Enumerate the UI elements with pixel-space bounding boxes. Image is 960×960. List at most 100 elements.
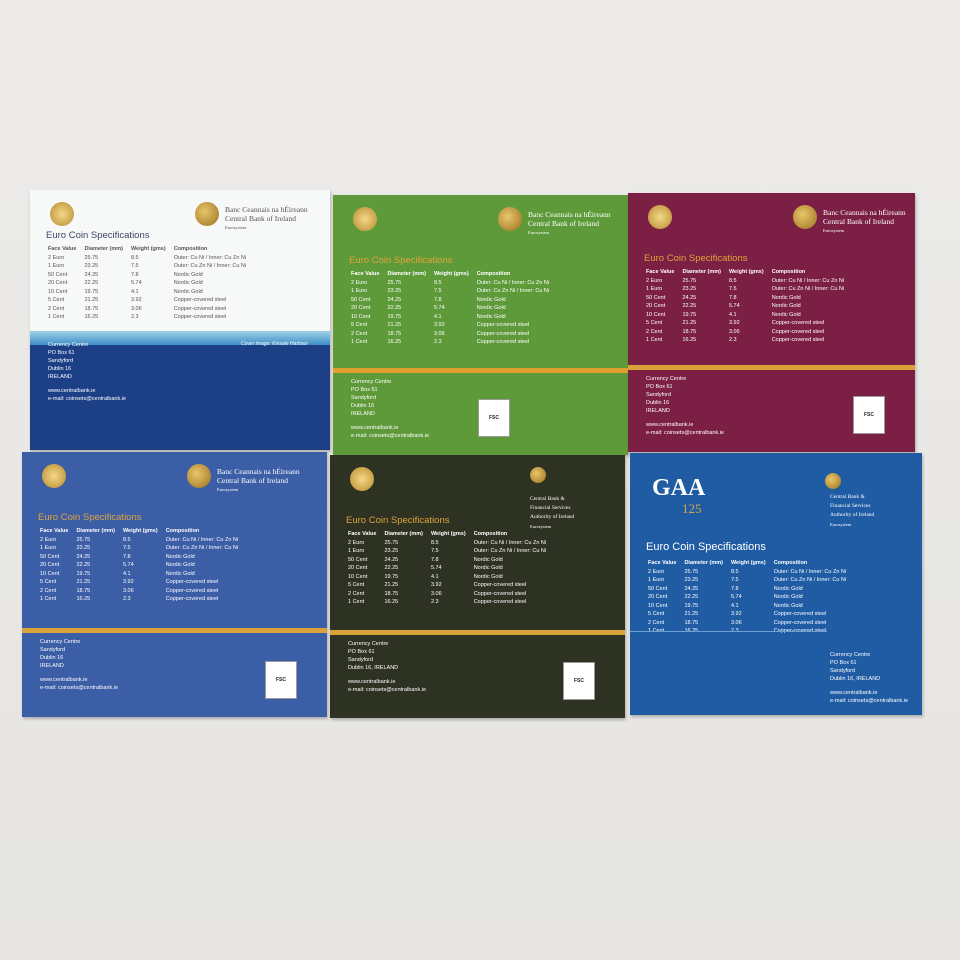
table-row: 50 Cent 24.25 7.8 Nordic Gold bbox=[36, 553, 242, 562]
table-cell: 7.8 bbox=[730, 585, 739, 592]
address-line: Sandyford bbox=[348, 657, 374, 663]
table-cell: 2 Cent bbox=[646, 328, 663, 335]
table-cell: 1 Cent bbox=[348, 599, 365, 605]
address-line: Sandyford bbox=[351, 395, 377, 401]
table-cell: 18.75 bbox=[387, 330, 402, 337]
table-row: 20 Cent 22.25 5.74 Nordic Gold bbox=[344, 564, 550, 573]
table-cell: 2 Cent bbox=[351, 330, 368, 337]
table-row: 5 Cent 21.25 3.92 Copper-covered steel bbox=[642, 319, 848, 328]
table-cell: Copper-covered steel bbox=[173, 297, 227, 303]
table-cell: 1 Cent bbox=[40, 596, 57, 602]
table-cell: Copper-covered steel bbox=[771, 320, 825, 326]
table-cell: 7.8 bbox=[430, 556, 439, 563]
table-cell: 21.25 bbox=[384, 582, 399, 588]
table-cell: Copper-covered steel bbox=[771, 337, 825, 343]
table-cell: 1 Euro bbox=[351, 288, 368, 294]
table-cell: 21.25 bbox=[682, 320, 697, 326]
bank-name: Banc Ceannais na hÉireann Central Bank of… bbox=[225, 205, 308, 232]
table-row: 5 Cent 21.25 3.92 Copper-covered steel bbox=[347, 321, 553, 330]
address-line: e-mail: coinsets@centralbank.ie bbox=[830, 698, 909, 704]
table-cell: Outer: Cu Ni / Inner: Cu Zn Ni bbox=[771, 277, 845, 284]
address-line: e-mail: coinsets@centralbank.ie bbox=[48, 396, 127, 402]
spec-title: Euro Coin Specifications bbox=[46, 230, 150, 241]
table-cell: Copper-covered steel bbox=[773, 611, 827, 617]
table-cell: 1 Euro bbox=[646, 286, 663, 292]
address-block: Currency Centre PO Box 61 Sandyford Dublin … bbox=[351, 378, 429, 440]
table-cell: Copper-covered steel bbox=[173, 305, 227, 312]
table-cell: Nordic Gold bbox=[173, 288, 203, 295]
address-block: Currency Centre Sandyford Dublin 16 IRELAND… bbox=[40, 638, 118, 692]
address-line: Currency Centre bbox=[40, 639, 81, 645]
address-line: e-mail: coinsets@centralbank.ie bbox=[646, 430, 725, 436]
address-line: PO Box 61 bbox=[646, 384, 673, 390]
fsc-logo: FSC bbox=[265, 661, 297, 699]
table-cell: 7.8 bbox=[122, 553, 131, 560]
bank-name-line: Central Bank of Ireland bbox=[528, 219, 600, 228]
booklet-white-blue: Banc Ceannais na hÉireann Central Bank of… bbox=[30, 190, 330, 450]
table-row: 20 Cent 22.25 5.74 Nordic Gold bbox=[347, 304, 553, 313]
bank-name: Banc Ceannais na hÉireann Central Bank of… bbox=[217, 467, 300, 494]
table-cell: Copper-covered steel bbox=[173, 314, 227, 320]
table-cell: 3.06 bbox=[430, 590, 442, 597]
table-cell: 5 Cent bbox=[348, 582, 365, 588]
cover-note: Cover image: Kinsale Harbour bbox=[241, 341, 308, 347]
table-cell: 23.25 bbox=[387, 288, 402, 294]
table-cell: 2.3 bbox=[122, 596, 131, 602]
table-cell: 5.74 bbox=[122, 562, 134, 568]
bank-coin-logo bbox=[187, 464, 211, 488]
table-cell: 16.25 bbox=[384, 599, 399, 605]
spec-title: Euro Coin Specifications bbox=[644, 253, 748, 264]
table-cell: 5 Cent bbox=[646, 320, 663, 326]
table-cell: 3.92 bbox=[730, 611, 742, 617]
table-cell: 5 Cent bbox=[48, 297, 65, 303]
table-row: 50 Cent 24.25 7.8 Nordic Gold bbox=[344, 556, 550, 565]
table-cell: 3.92 bbox=[430, 582, 442, 588]
table-cell: 23.25 bbox=[76, 545, 91, 551]
address-line: Sandyford bbox=[40, 647, 66, 653]
table-cell: 25.75 bbox=[84, 254, 99, 261]
table-cell: 1 Euro bbox=[40, 545, 57, 551]
table-row: 1 Euro 23.25 7.5 Outer: Cu Zn Ni / Inner: C… bbox=[642, 285, 848, 294]
table-row: 1 Euro 23.25 7.5 Outer: Cu Zn Ni / Inner: C… bbox=[344, 547, 550, 556]
column-header: Diameter (mm) bbox=[76, 528, 115, 534]
booklet-dark-olive: Central Bank & Financial Services Authorit… bbox=[330, 455, 625, 718]
table-cell: 19.75 bbox=[684, 602, 699, 609]
table-row: 2 Euro 25.75 8.5 Outer: Cu Ni / Inner: Cu Z… bbox=[36, 536, 242, 545]
spec-table: Face Value Diameter (mm) Weight (gms) Compo… bbox=[44, 245, 250, 322]
address-line: www.centralbank.ie bbox=[830, 690, 878, 696]
address-line: Dublin 16 bbox=[351, 403, 375, 409]
address-line: PO Box 61 bbox=[351, 387, 378, 393]
booklet-blue: Banc Ceannais na hÉireann Central Bank of… bbox=[22, 452, 327, 717]
table-cell: Copper-covered steel bbox=[473, 599, 527, 605]
table-row: 5 Cent 21.25 3.92 Copper-covered steel bbox=[44, 296, 250, 305]
table-cell: Nordic Gold bbox=[773, 585, 803, 592]
table-cell: 22.25 bbox=[682, 303, 697, 309]
table-cell: 20 Cent bbox=[40, 562, 60, 568]
table-cell: 24.25 bbox=[84, 271, 99, 278]
table-header-row: Face Value Diameter (mm) Weight (gms) Compo… bbox=[642, 268, 848, 277]
column-header: Weight (gms) bbox=[730, 560, 766, 566]
table-row: 2 Cent 18.75 3.06 Copper-covered steel bbox=[36, 587, 242, 596]
address-line: Dublin 16, IRELAND bbox=[348, 665, 399, 671]
table-row: 1 Cent 16.25 2.3 Copper-covered steel bbox=[344, 598, 550, 607]
table-cell: 3.92 bbox=[122, 579, 134, 585]
table-row: 2 Euro 25.75 8.5 Outer: Cu Ni / Inner: Cu Z… bbox=[644, 568, 850, 577]
table-cell: 5.74 bbox=[130, 280, 142, 286]
table-cell: 3.92 bbox=[728, 320, 740, 326]
table-cell: 23.25 bbox=[384, 548, 399, 554]
table-cell: 7.5 bbox=[430, 548, 439, 554]
booklet-gaa: GAA 125 Central Bank & Financial Services Au… bbox=[630, 453, 922, 715]
address-line: Dublin 16, IRELAND bbox=[830, 676, 881, 682]
table-cell: Nordic Gold bbox=[476, 305, 506, 311]
bank-coin-logo bbox=[793, 205, 817, 229]
table-cell: 22.25 bbox=[76, 562, 91, 568]
table-row: 50 Cent 24.25 7.8 Nordic Gold bbox=[44, 271, 250, 280]
table-cell: Nordic Gold bbox=[771, 303, 801, 309]
table-cell: 25.75 bbox=[76, 536, 91, 543]
address-line: www.centralbank.ie bbox=[348, 679, 396, 685]
address-block: Currency Centre PO Box 61 Sandyford Dublin … bbox=[348, 640, 426, 694]
column-header: Diameter (mm) bbox=[384, 531, 423, 537]
column-header: Weight (gms) bbox=[728, 269, 764, 275]
table-row: 2 Cent 18.75 3.06 Copper-covered steel bbox=[344, 590, 550, 599]
address-line: Dublin 16 bbox=[48, 366, 72, 372]
